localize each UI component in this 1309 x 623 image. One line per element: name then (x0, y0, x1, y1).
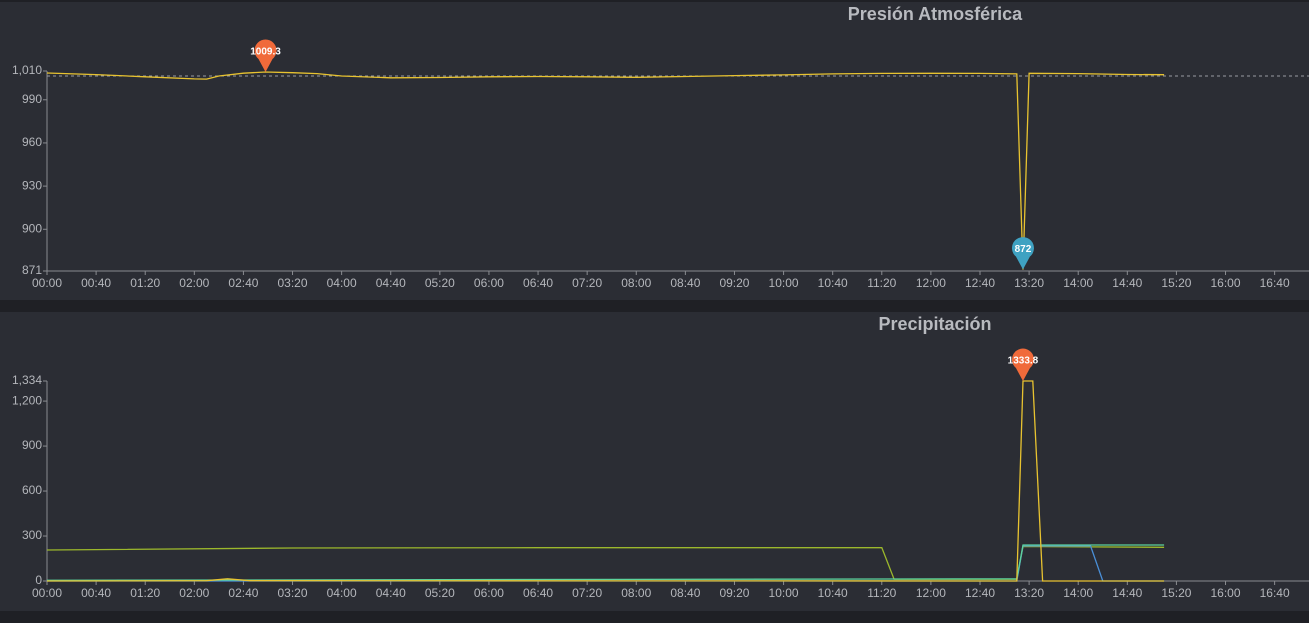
y-tick-label: 600 (22, 483, 42, 497)
y-tick-label: 930 (22, 178, 42, 192)
x-tick-label: 10:40 (818, 276, 848, 290)
x-tick-label: 14:00 (1063, 276, 1093, 290)
y-tick-label: 990 (22, 92, 42, 106)
x-tick-label: 04:40 (376, 586, 406, 600)
y-tick-label: 900 (22, 438, 42, 452)
x-tick-label: 08:00 (621, 276, 651, 290)
x-tick-label: 04:00 (327, 586, 357, 600)
marker-label: 872 (1015, 244, 1032, 255)
y-tick-label: 960 (22, 135, 42, 149)
x-tick-label: 15:20 (1161, 276, 1191, 290)
x-tick-label: 12:00 (916, 586, 946, 600)
x-tick-label: 02:00 (179, 276, 209, 290)
x-tick-label: 11:20 (867, 276, 896, 290)
data-line (46, 544, 1165, 581)
x-tick-label: 13:20 (1014, 276, 1044, 290)
marker-pin (1011, 348, 1034, 382)
x-tick-label: 01:20 (130, 586, 160, 600)
x-tick-label: 10:00 (769, 276, 799, 290)
chart-title: Presión Atmosférica (848, 4, 1023, 24)
x-tick-label: 08:00 (621, 586, 651, 600)
x-tick-label: 02:40 (228, 276, 258, 290)
x-tick-label: 06:00 (474, 586, 504, 600)
x-tick-label: 16:40 (1260, 586, 1290, 600)
x-tick-label: 03:20 (278, 586, 308, 600)
x-tick-label: 06:00 (474, 276, 504, 290)
marker-label: 1333.8 (1008, 356, 1039, 367)
marker-pin (254, 39, 277, 73)
x-tick-label: 16:00 (1211, 586, 1241, 600)
x-tick-label: 16:40 (1260, 276, 1290, 290)
x-tick-label: 13:20 (1014, 586, 1044, 600)
x-tick-label: 06:40 (523, 276, 553, 290)
data-line (46, 71, 1165, 270)
x-tick-label: 12:40 (965, 276, 995, 290)
x-tick-label: 08:40 (670, 586, 700, 600)
y-tick-label: 0 (35, 573, 42, 587)
x-tick-label: 01:20 (130, 276, 160, 290)
panel (0, 312, 1309, 611)
x-tick-label: 00:40 (81, 276, 111, 290)
x-tick-label: 02:00 (179, 586, 209, 600)
x-tick-label: 03:20 (278, 276, 308, 290)
x-tick-label: 05:20 (425, 276, 455, 290)
data-line (46, 380, 1165, 582)
y-tick-label: 1,200 (12, 393, 42, 407)
x-tick-label: 12:00 (916, 276, 946, 290)
x-tick-label: 02:40 (228, 586, 258, 600)
chart-title: Precipitación (878, 314, 991, 334)
x-tick-label: 06:40 (523, 586, 553, 600)
x-tick-label: 00:00 (32, 586, 62, 600)
marker-pin (1011, 237, 1034, 270)
x-tick-label: 00:00 (32, 276, 62, 290)
x-tick-label: 14:40 (1112, 276, 1142, 290)
x-tick-label: 07:20 (572, 586, 602, 600)
x-tick-label: 07:20 (572, 276, 602, 290)
x-tick-label: 14:00 (1063, 586, 1093, 600)
x-tick-label: 08:40 (670, 276, 700, 290)
y-tick-label: 1,010 (12, 63, 42, 77)
y-tick-label: 1,334 (12, 373, 42, 387)
x-tick-label: 15:20 (1161, 586, 1191, 600)
x-tick-label: 00:40 (81, 586, 111, 600)
x-tick-label: 12:40 (965, 586, 995, 600)
x-tick-label: 16:00 (1211, 276, 1241, 290)
x-tick-label: 11:20 (867, 586, 896, 600)
panel (0, 2, 1309, 300)
x-tick-label: 10:40 (818, 586, 848, 600)
x-tick-label: 04:00 (327, 276, 357, 290)
x-tick-label: 09:20 (719, 586, 749, 600)
y-tick-label: 900 (22, 221, 42, 235)
y-tick-label: 300 (22, 528, 42, 542)
x-tick-label: 04:40 (376, 276, 406, 290)
x-tick-label: 05:20 (425, 586, 455, 600)
x-tick-label: 10:00 (769, 586, 799, 600)
marker-label: 1009.3 (250, 47, 281, 58)
x-tick-label: 14:40 (1112, 586, 1142, 600)
y-tick-label: 871 (22, 263, 42, 277)
x-tick-label: 09:20 (719, 276, 749, 290)
